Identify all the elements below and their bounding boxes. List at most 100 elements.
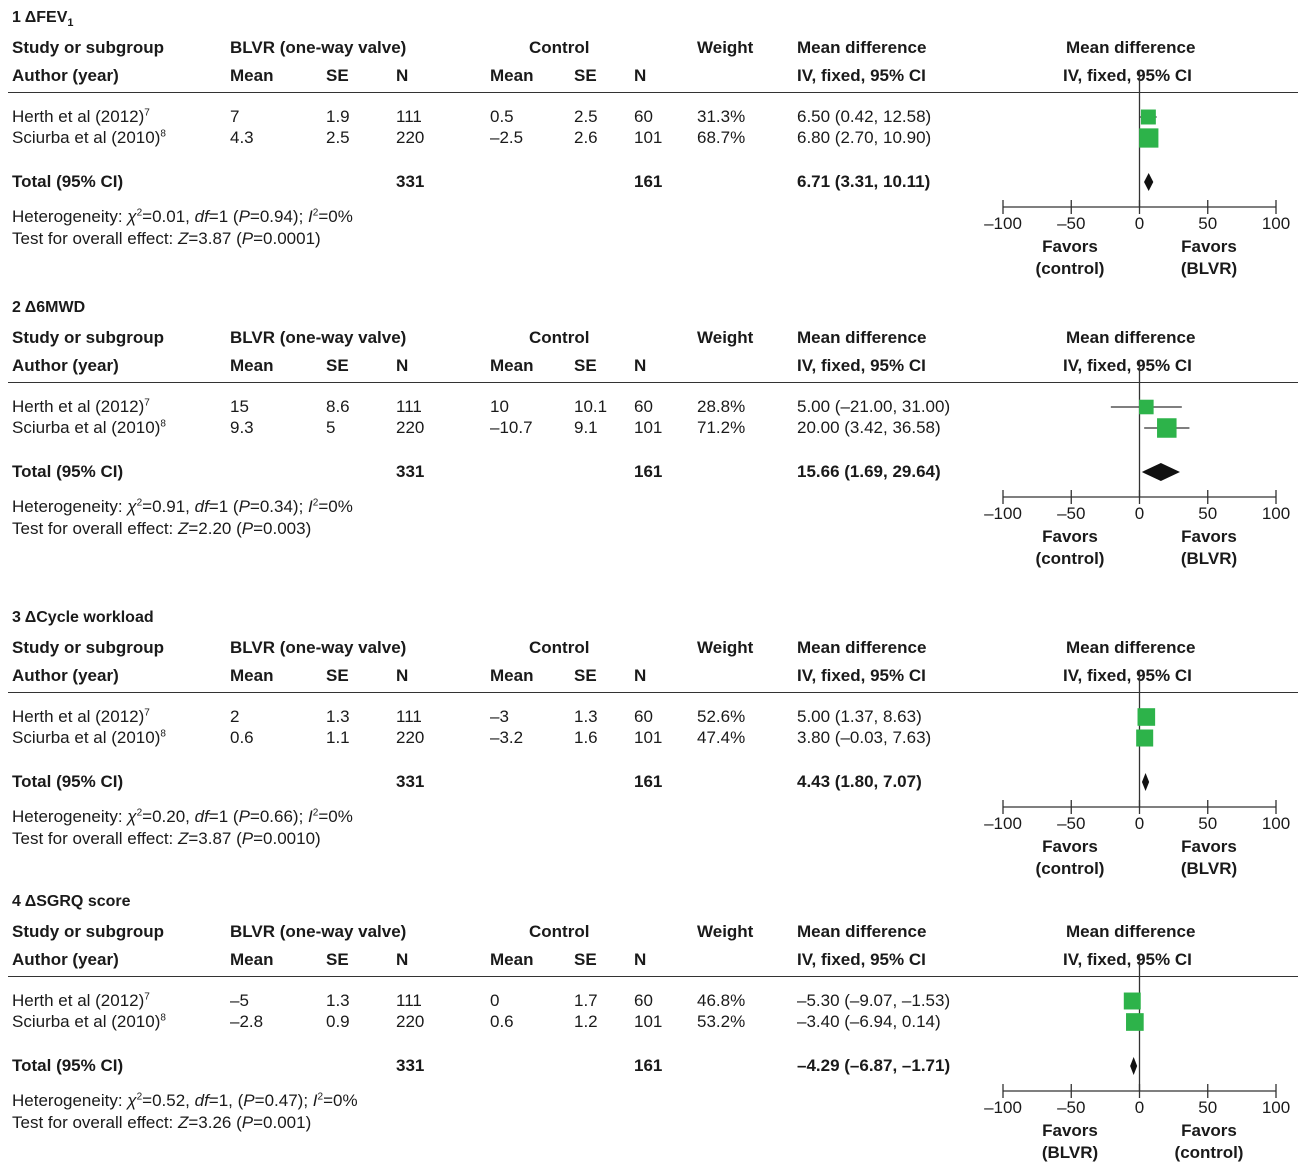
control-mean: –3 bbox=[490, 707, 509, 726]
blvr-n: 111 bbox=[396, 991, 422, 1010]
total-ci-text: –4.29 (–6.87, –1.71) bbox=[797, 1056, 951, 1075]
study-name: Sciurba et al (2010)8 bbox=[12, 728, 166, 747]
control-n: 60 bbox=[634, 991, 653, 1010]
control-mean: –3.2 bbox=[490, 728, 524, 747]
total-diamond bbox=[1130, 1057, 1138, 1075]
forest-plot-area bbox=[1002, 360, 1277, 504]
axis-tick-label: –100 bbox=[984, 1098, 1022, 1117]
header-control: Control bbox=[529, 638, 590, 657]
blvr-n: 220 bbox=[396, 128, 425, 147]
forest-panel-1: 1 ΔFEV1 Study or subgroup BLVR (one-way va… bbox=[0, 0, 1310, 290]
control-mean: 0.6 bbox=[490, 1012, 514, 1031]
header-author-year: Author (year) bbox=[12, 950, 119, 969]
control-n: 101 bbox=[634, 418, 663, 437]
study-square bbox=[1139, 399, 1154, 415]
blvr-n: 111 bbox=[396, 107, 422, 126]
blvr-se: 5 bbox=[326, 418, 336, 437]
axis-tick-label: –50 bbox=[1057, 1098, 1086, 1117]
heterogeneity-text: Heterogeneity: χ2=0.91, df=1 (P=0.34); I… bbox=[12, 497, 353, 516]
blvr-mean: 9.3 bbox=[230, 418, 254, 437]
control-mean: –10.7 bbox=[490, 418, 533, 437]
heterogeneity-text: Heterogeneity: χ2=0.01, df=1 (P=0.94); I… bbox=[12, 207, 353, 226]
header-blvr-n: N bbox=[396, 666, 409, 685]
header-mean-difference: Mean difference bbox=[797, 922, 927, 941]
axis-tick-label: 0 bbox=[1134, 1098, 1145, 1117]
header-blvr: BLVR (one-way valve) bbox=[230, 328, 407, 347]
blvr-se: 1.1 bbox=[326, 728, 350, 747]
control-mean: 10 bbox=[490, 397, 509, 416]
blvr-mean: 15 bbox=[230, 397, 249, 416]
blvr-se: 1.3 bbox=[326, 707, 350, 726]
header-mean-difference-plot: Mean difference bbox=[1066, 38, 1196, 57]
header-blvr: BLVR (one-way valve) bbox=[230, 922, 407, 941]
blvr-mean: –2.8 bbox=[230, 1012, 264, 1031]
total-label: Total (95% CI) bbox=[12, 1056, 124, 1075]
ci-text: 3.80 (–0.03, 7.63) bbox=[797, 728, 932, 747]
axis-tick-label: 50 bbox=[1198, 504, 1218, 523]
control-mean: –2.5 bbox=[490, 128, 524, 147]
header-ci-plot: IV, fixed, 95% CI bbox=[1063, 66, 1192, 85]
total-control-n: 161 bbox=[634, 462, 663, 481]
weight: 53.2% bbox=[697, 1012, 746, 1031]
header-weight: Weight bbox=[697, 38, 754, 57]
header-control-se: SE bbox=[574, 666, 597, 685]
blvr-se: 2.5 bbox=[326, 128, 350, 147]
axis-tick-label: –100 bbox=[984, 214, 1022, 233]
forest-panel-2: 2 Δ6MWD Study or subgroup BLVR (one-way va… bbox=[0, 290, 1310, 580]
blvr-mean: 2 bbox=[230, 707, 240, 726]
header-blvr-se: SE bbox=[326, 66, 349, 85]
ci-text: 5.00 (1.37, 8.63) bbox=[797, 707, 922, 726]
header-weight: Weight bbox=[697, 638, 754, 657]
header-blvr-se: SE bbox=[326, 950, 349, 969]
axis-tick-label: 50 bbox=[1198, 1098, 1218, 1117]
header-weight: Weight bbox=[697, 922, 754, 941]
header-blvr-mean: Mean bbox=[230, 66, 274, 85]
forest-plot-area bbox=[1002, 70, 1277, 214]
header-control-n: N bbox=[634, 356, 647, 375]
total-blvr-n: 331 bbox=[396, 172, 425, 191]
ci-text: 20.00 (3.42, 36.58) bbox=[797, 418, 941, 437]
axis-tick-label: 50 bbox=[1198, 814, 1218, 833]
total-control-n: 161 bbox=[634, 772, 663, 791]
study-square bbox=[1139, 128, 1159, 148]
weight: 46.8% bbox=[697, 991, 746, 1010]
header-rule bbox=[8, 976, 1298, 977]
blvr-n: 111 bbox=[396, 707, 422, 726]
weight: 68.7% bbox=[697, 128, 746, 147]
study-square bbox=[1123, 992, 1141, 1010]
study-square bbox=[1137, 708, 1156, 726]
header-mean-difference-plot: Mean difference bbox=[1066, 328, 1196, 347]
forest-panel-4: 4 ΔSGRQ score Study or subgroup BLVR (one-… bbox=[0, 884, 1310, 1174]
header-control-n: N bbox=[634, 950, 647, 969]
study-name: Herth et al (2012)7 bbox=[12, 397, 150, 416]
total-diamond bbox=[1144, 173, 1154, 191]
favors-right-label: Favors (BLVR) bbox=[1180, 527, 1238, 568]
header-rule bbox=[8, 692, 1298, 693]
weight: 47.4% bbox=[697, 728, 746, 747]
header-control-mean: Mean bbox=[490, 666, 534, 685]
header-author-year: Author (year) bbox=[12, 66, 119, 85]
total-blvr-n: 331 bbox=[396, 462, 425, 481]
header-blvr-se: SE bbox=[326, 356, 349, 375]
header-mean-difference-plot: Mean difference bbox=[1066, 638, 1196, 657]
header-control: Control bbox=[529, 922, 590, 941]
header-control-mean: Mean bbox=[490, 356, 534, 375]
control-se: 9.1 bbox=[574, 418, 598, 437]
weight: 31.3% bbox=[697, 107, 746, 126]
favors-left-label: Favors (control) bbox=[1035, 837, 1105, 878]
study-name: Herth et al (2012)7 bbox=[12, 991, 150, 1010]
axis-tick-label: 100 bbox=[1261, 504, 1291, 523]
header-mean-difference: Mean difference bbox=[797, 638, 927, 657]
blvr-n: 220 bbox=[396, 1012, 425, 1031]
weight: 71.2% bbox=[697, 418, 746, 437]
header-weight: Weight bbox=[697, 328, 754, 347]
axis-tick-label: –50 bbox=[1057, 214, 1086, 233]
axis-tick-label: –50 bbox=[1057, 814, 1086, 833]
forest-plot-area bbox=[1002, 670, 1277, 814]
total-ci-text: 15.66 (1.69, 29.64) bbox=[797, 462, 941, 481]
header-ci: IV, fixed, 95% CI bbox=[797, 66, 926, 85]
header-control-mean: Mean bbox=[490, 66, 534, 85]
header-blvr-se: SE bbox=[326, 666, 349, 685]
header-mean-difference: Mean difference bbox=[797, 328, 927, 347]
heterogeneity-text: Heterogeneity: χ2=0.52, df=1, (P=0.47); … bbox=[12, 1091, 358, 1110]
